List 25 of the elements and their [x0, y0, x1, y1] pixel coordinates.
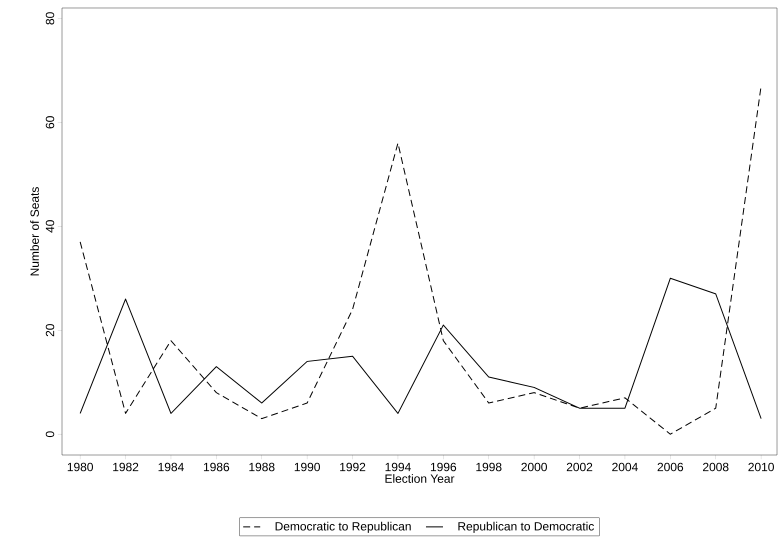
y-tick-label: 40: [46, 220, 54, 233]
x-tick-label: 2000: [521, 462, 547, 472]
x-tick-label: 1996: [430, 462, 456, 472]
x-axis-title: Election Year: [385, 474, 454, 483]
x-tick-label: 2010: [748, 462, 774, 472]
x-tick-label: 2004: [612, 462, 638, 472]
x-tick-label: 1998: [476, 462, 502, 472]
x-tick-label: 1994: [386, 462, 411, 472]
y-tick-label: 60: [46, 116, 54, 128]
legend-label: Republican to Democratic: [458, 522, 594, 533]
x-tick-label: 2006: [658, 462, 684, 472]
y-tick-label: 80: [46, 12, 54, 25]
y-tick-label: 20: [46, 324, 54, 336]
x-tick-label: 1986: [204, 462, 230, 472]
x-tick-label: 1982: [113, 462, 138, 472]
y-tick-label: 0: [46, 431, 54, 438]
legend-label: Democratic to Republican: [276, 522, 411, 533]
x-tick-label: 1980: [68, 462, 93, 472]
x-tick-label: 1990: [294, 462, 320, 472]
x-tick-label: 2008: [703, 462, 728, 472]
x-tick-label: 1988: [249, 462, 275, 472]
x-tick-label: 1992: [340, 462, 366, 472]
x-tick-label: 1984: [158, 462, 184, 472]
y-axis-title: Number of Seats: [30, 187, 39, 276]
x-tick-label: 2002: [566, 462, 592, 472]
